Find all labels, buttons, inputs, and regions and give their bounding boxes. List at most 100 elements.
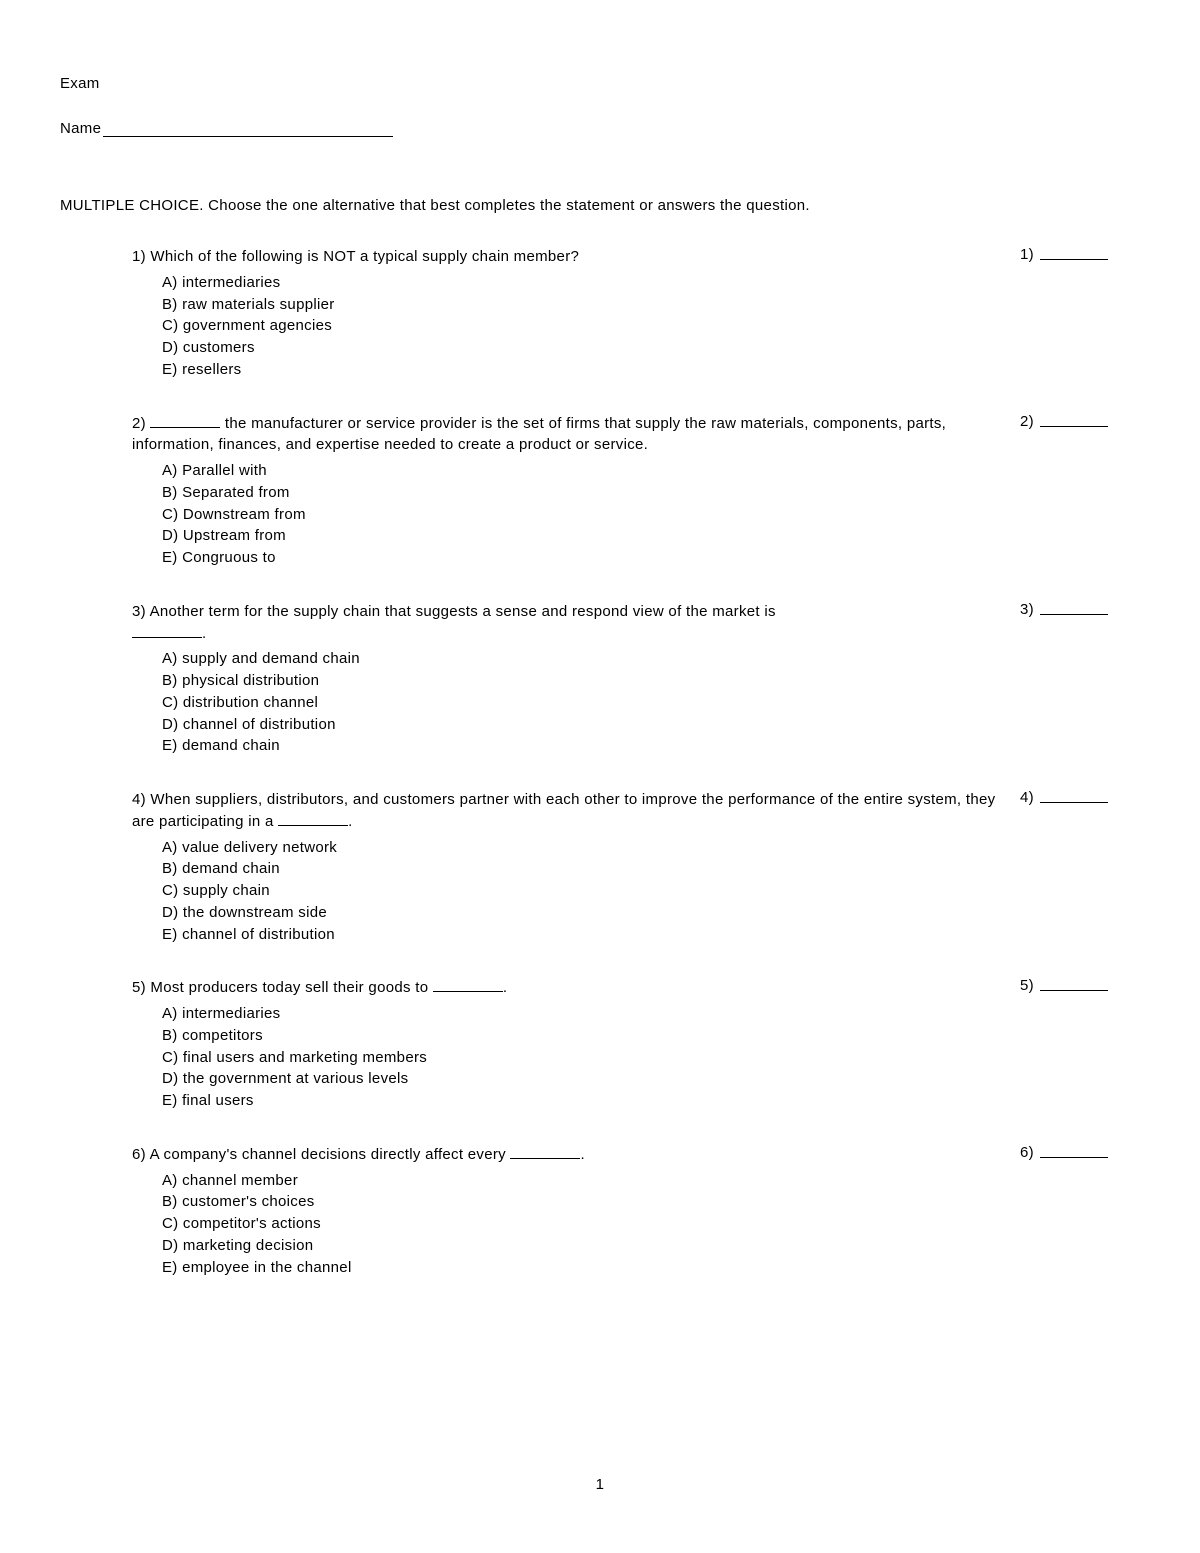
- option: D) the government at various levels: [162, 1068, 1008, 1090]
- option: E) channel of distribution: [162, 924, 1008, 946]
- option: E) resellers: [162, 359, 1008, 381]
- question-indent: [60, 601, 132, 757]
- stem-text: Most producers today sell their goods to: [150, 979, 432, 996]
- question-stem: 2) the manufacturer or service provider …: [132, 413, 1008, 457]
- option: E) Congruous to: [162, 547, 1008, 569]
- option: B) demand chain: [162, 858, 1008, 880]
- answer-slot: 3): [1020, 601, 1140, 757]
- question-block: 6) A company's channel decisions directl…: [60, 1144, 1140, 1279]
- option: B) raw materials supplier: [162, 294, 1008, 316]
- option: E) final users: [162, 1090, 1008, 1112]
- question-body: 6) A company's channel decisions directl…: [132, 1144, 1020, 1279]
- question-block: 4) When suppliers, distributors, and cus…: [60, 789, 1140, 945]
- question-number: 2): [132, 415, 150, 432]
- option: C) government agencies: [162, 315, 1008, 337]
- answer-number: 6): [1020, 1144, 1034, 1161]
- option: C) competitor's actions: [162, 1213, 1008, 1235]
- fill-blank[interactable]: [510, 1147, 580, 1159]
- answer-number: 2): [1020, 413, 1034, 430]
- option: B) Separated from: [162, 482, 1008, 504]
- option: D) customers: [162, 337, 1008, 359]
- question-indent: [60, 246, 132, 381]
- stem-text: Another term for the supply chain that s…: [150, 603, 776, 620]
- stem-text: A company's channel decisions directly a…: [150, 1146, 511, 1163]
- question-number: 1): [132, 248, 150, 265]
- question-block: 2) the manufacturer or service provider …: [60, 413, 1140, 569]
- questions-container: 1) Which of the following is NOT a typic…: [60, 246, 1140, 1278]
- question-number: 6): [132, 1146, 150, 1163]
- question-number: 3): [132, 603, 150, 620]
- answer-slot: 2): [1020, 413, 1140, 569]
- option: D) channel of distribution: [162, 714, 1008, 736]
- stem-text: .: [202, 625, 206, 642]
- question-indent: [60, 1144, 132, 1279]
- fill-blank[interactable]: [150, 416, 220, 428]
- option: A) Parallel with: [162, 460, 1008, 482]
- option: B) competitors: [162, 1025, 1008, 1047]
- option: C) distribution channel: [162, 692, 1008, 714]
- question-block: 3) Another term for the supply chain tha…: [60, 601, 1140, 757]
- question-body: 2) the manufacturer or service provider …: [132, 413, 1020, 569]
- option: B) customer's choices: [162, 1191, 1008, 1213]
- name-label: Name: [60, 120, 101, 137]
- question-body: 5) Most producers today sell their goods…: [132, 977, 1020, 1112]
- option: C) Downstream from: [162, 504, 1008, 526]
- answer-number: 3): [1020, 601, 1034, 618]
- question-indent: [60, 789, 132, 945]
- answer-input-line[interactable]: [1040, 789, 1108, 803]
- question-stem: 5) Most producers today sell their goods…: [132, 977, 1008, 999]
- question-stem: 1) Which of the following is NOT a typic…: [132, 246, 1008, 268]
- answer-number: 4): [1020, 789, 1034, 806]
- fill-blank[interactable]: [132, 626, 202, 638]
- option: C) final users and marketing members: [162, 1047, 1008, 1069]
- name-input-line[interactable]: [103, 136, 393, 137]
- answer-input-line[interactable]: [1040, 977, 1108, 991]
- answer-input-line[interactable]: [1040, 1144, 1108, 1158]
- answer-number: 1): [1020, 246, 1034, 263]
- fill-blank[interactable]: [433, 980, 503, 992]
- option: A) intermediaries: [162, 1003, 1008, 1025]
- answer-slot: 1): [1020, 246, 1140, 381]
- option: D) the downstream side: [162, 902, 1008, 924]
- page-number: 1: [0, 1476, 1200, 1493]
- option: D) Upstream from: [162, 525, 1008, 547]
- options-list: A) supply and demand chainB) physical di…: [132, 648, 1008, 757]
- options-list: A) value delivery networkB) demand chain…: [132, 837, 1008, 946]
- option: D) marketing decision: [162, 1235, 1008, 1257]
- option: A) value delivery network: [162, 837, 1008, 859]
- options-list: A) intermediariesB) raw materials suppli…: [132, 272, 1008, 381]
- option: E) employee in the channel: [162, 1257, 1008, 1279]
- question-indent: [60, 413, 132, 569]
- question-block: 1) Which of the following is NOT a typic…: [60, 246, 1140, 381]
- options-list: A) intermediariesB) competitorsC) final …: [132, 1003, 1008, 1112]
- answer-slot: 4): [1020, 789, 1140, 945]
- option: C) supply chain: [162, 880, 1008, 902]
- stem-text: Which of the following is NOT a typical …: [150, 248, 579, 265]
- option: A) supply and demand chain: [162, 648, 1008, 670]
- answer-number: 5): [1020, 977, 1034, 994]
- options-list: A) Parallel withB) Separated fromC) Down…: [132, 460, 1008, 569]
- option: E) demand chain: [162, 735, 1008, 757]
- exam-title: Exam: [60, 75, 1140, 92]
- fill-blank[interactable]: [278, 814, 348, 826]
- answer-input-line[interactable]: [1040, 601, 1108, 615]
- answer-input-line[interactable]: [1040, 413, 1108, 427]
- stem-text: .: [348, 813, 352, 830]
- question-number: 4): [132, 791, 150, 808]
- question-indent: [60, 977, 132, 1112]
- question-stem: 4) When suppliers, distributors, and cus…: [132, 789, 1008, 833]
- option: A) intermediaries: [162, 272, 1008, 294]
- question-body: 4) When suppliers, distributors, and cus…: [132, 789, 1020, 945]
- answer-slot: 6): [1020, 1144, 1140, 1279]
- exam-page: Exam Name MULTIPLE CHOICE. Choose the on…: [0, 0, 1200, 1553]
- name-row: Name: [60, 120, 1140, 137]
- question-stem: 6) A company's channel decisions directl…: [132, 1144, 1008, 1166]
- answer-slot: 5): [1020, 977, 1140, 1112]
- question-block: 5) Most producers today sell their goods…: [60, 977, 1140, 1112]
- question-stem: 3) Another term for the supply chain tha…: [132, 601, 1008, 645]
- answer-input-line[interactable]: [1040, 246, 1108, 260]
- question-body: 1) Which of the following is NOT a typic…: [132, 246, 1020, 381]
- instructions: MULTIPLE CHOICE. Choose the one alternat…: [60, 197, 1140, 214]
- stem-text: the manufacturer or service provider is …: [132, 415, 946, 454]
- option: A) channel member: [162, 1170, 1008, 1192]
